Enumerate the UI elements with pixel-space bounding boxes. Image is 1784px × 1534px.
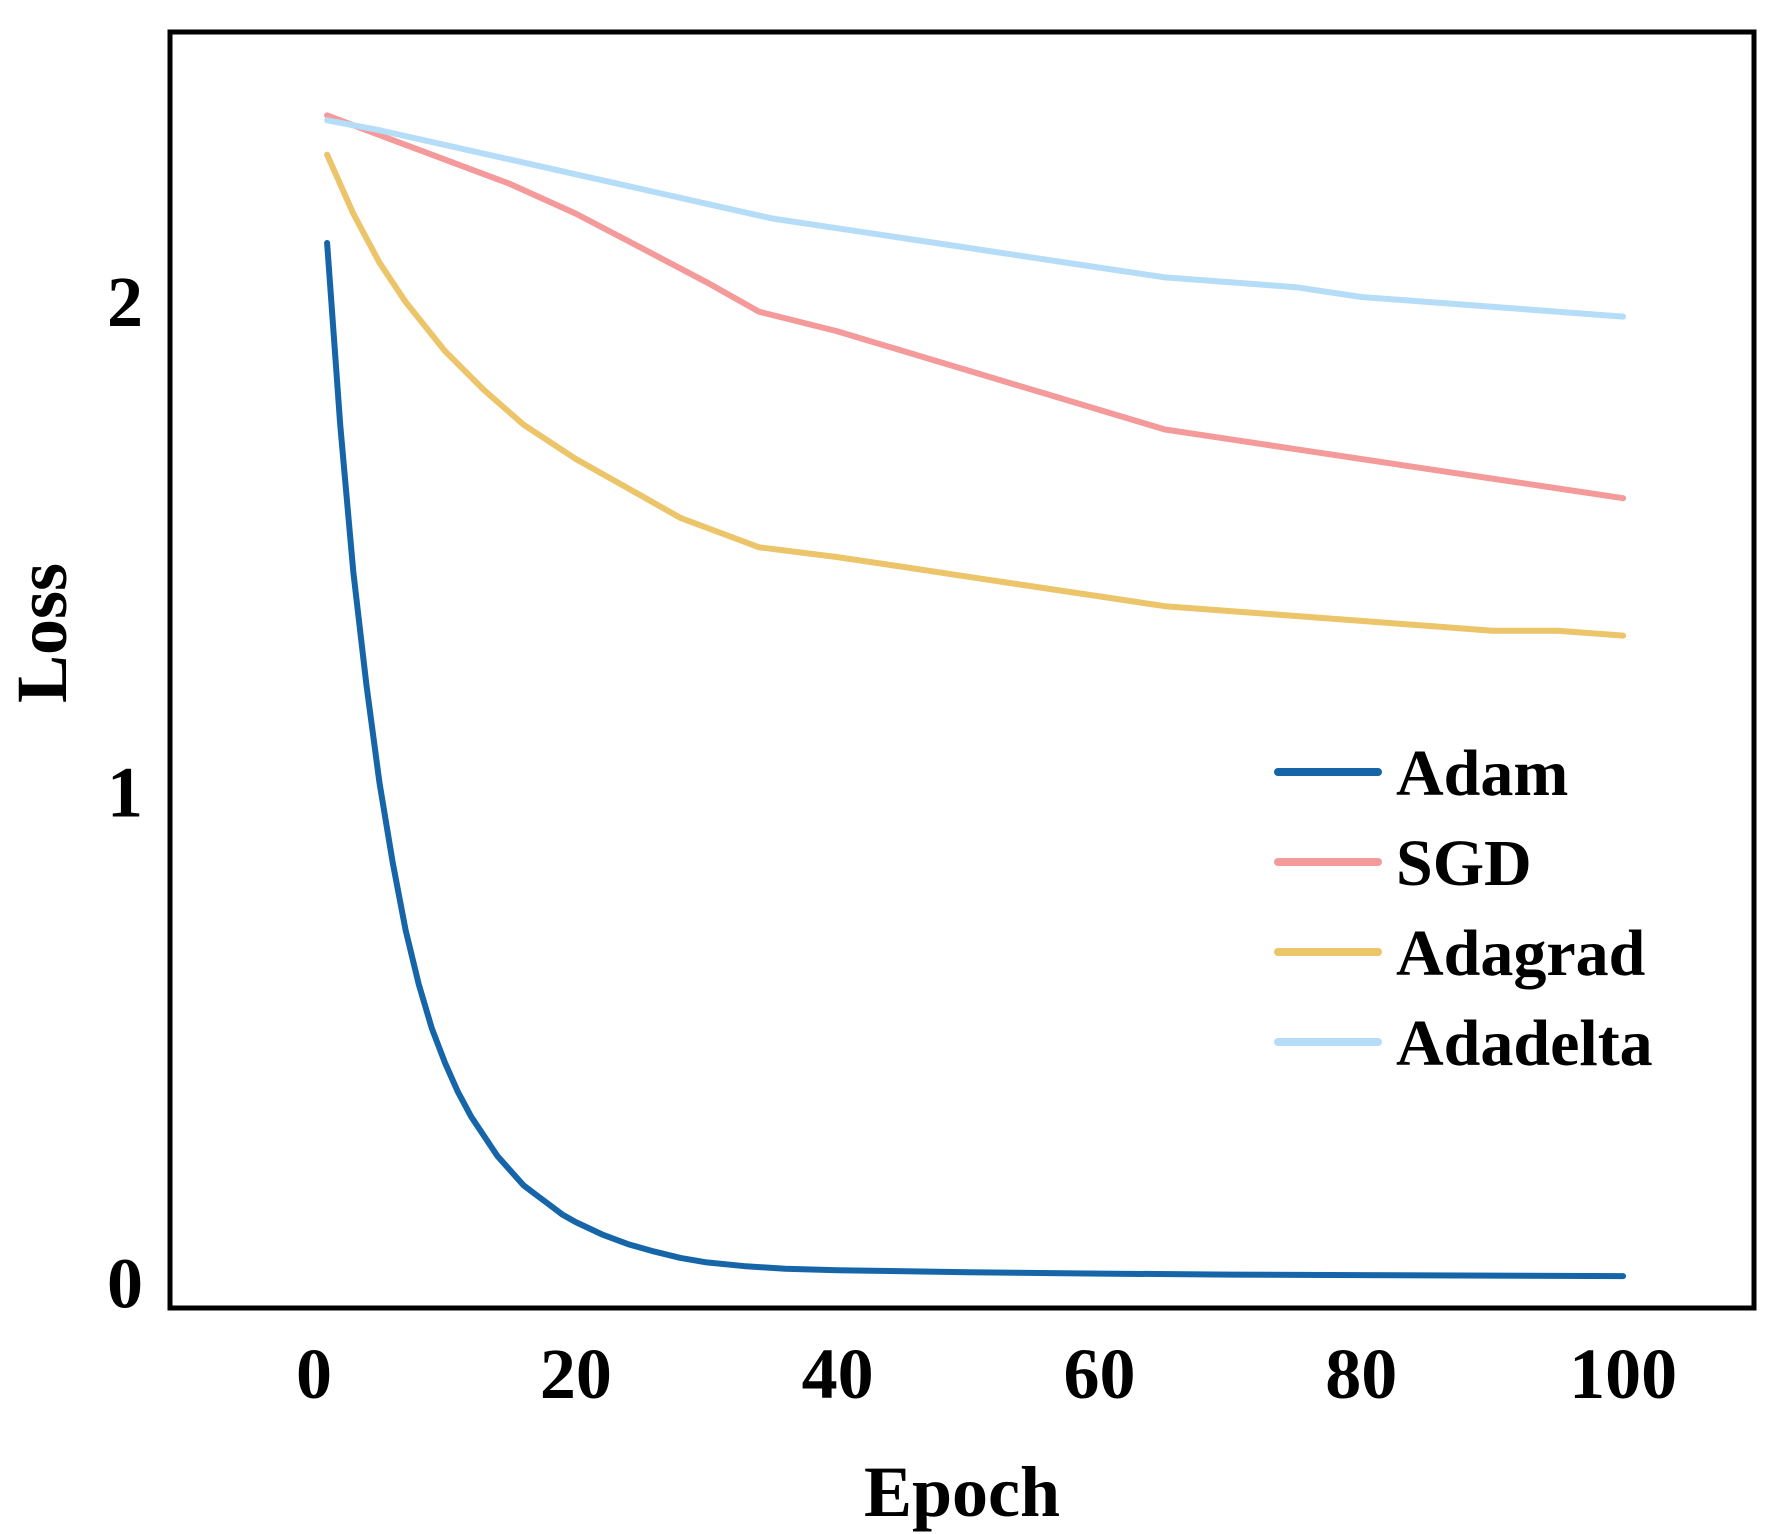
series-layer [324, 112, 1627, 1280]
x-tick-label: 100 [1569, 1334, 1677, 1414]
y-tick-label: 0 [107, 1243, 143, 1323]
legend-label-sgd: SGD [1396, 827, 1532, 900]
x-tick-labels: 0 20 40 60 80 100 [296, 1334, 1677, 1414]
series-line-adadelta [324, 117, 1627, 320]
series-line-sgd [324, 112, 1627, 502]
x-tick-label: 80 [1325, 1334, 1397, 1414]
y-tick-label: 1 [107, 753, 143, 833]
legend-label-adam: Adam [1396, 737, 1568, 810]
y-tick-label: 2 [107, 262, 143, 342]
y-tick-labels: 0 1 2 [107, 262, 143, 1324]
y-axis-title: Loss [2, 563, 82, 703]
legend-label-adadelta: Adadelta [1396, 1007, 1653, 1080]
x-axis-title: Epoch [864, 1452, 1060, 1532]
x-tick-label: 60 [1063, 1334, 1135, 1414]
series-line-adagrad [324, 151, 1627, 639]
legend-label-adagrad: Adagrad [1396, 917, 1645, 990]
series-line-adam [324, 240, 1627, 1280]
x-tick-label: 0 [296, 1334, 332, 1414]
legend: Adam SGD Adagrad Adadelta [1274, 737, 1653, 1080]
x-tick-label: 40 [802, 1334, 874, 1414]
plot-frame [167, 29, 1757, 1311]
x-tick-label: 20 [540, 1334, 612, 1414]
